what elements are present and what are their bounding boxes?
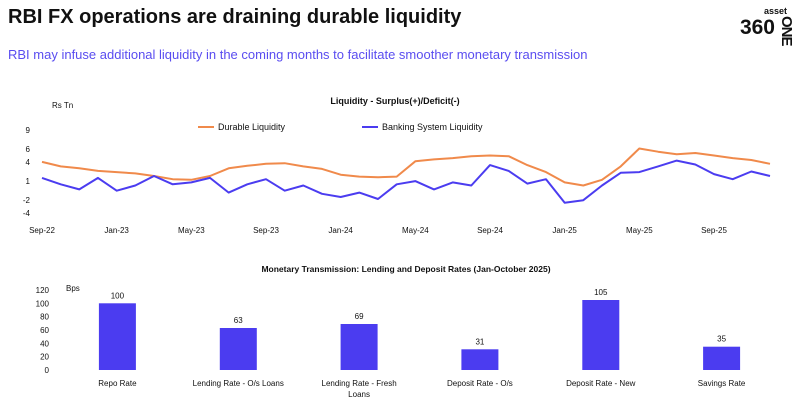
line-y-tick-label: 9 <box>26 126 31 135</box>
line-x-tick-label: Sep-22 <box>29 226 55 235</box>
logo-small-text: asset <box>763 6 787 16</box>
bar-value-label: 100 <box>111 291 125 300</box>
brand-logo: asset 360 ONE <box>735 6 795 66</box>
bar-value-label: 35 <box>717 335 726 344</box>
bar-y-tick-label: 60 <box>40 326 49 335</box>
bar-y-tick-label: 20 <box>40 353 49 362</box>
line-y-tick-label: 6 <box>26 145 31 154</box>
line-x-tick-label: Sep-23 <box>253 226 279 235</box>
line-chart-legend: Durable Liquidity Banking System Liquidi… <box>198 122 483 132</box>
bar-category-label: Lending Rate - O/s Loans <box>193 379 284 388</box>
line-y-tick-label: 1 <box>26 177 31 186</box>
bar-y-tick-label: 120 <box>36 286 50 295</box>
line-chart-title: Liquidity - Surplus(+)/Deficit(-) <box>330 96 459 106</box>
bar-value-label: 69 <box>355 312 364 321</box>
bar <box>582 300 620 370</box>
line-y-tick-label: -2 <box>23 196 31 205</box>
line-y-tick-label: -4 <box>23 209 31 218</box>
line-x-tick-label: Sep-25 <box>701 226 727 235</box>
bar-y-tick-label: 40 <box>40 339 49 348</box>
bar-category-label: Deposit Rate - O/s <box>447 379 513 388</box>
line-x-tick-label: May-24 <box>402 226 429 235</box>
legend-label-durable: Durable Liquidity <box>218 122 286 132</box>
bar-value-label: 105 <box>594 288 608 297</box>
bar <box>219 328 257 370</box>
line-x-tick-label: Jan-25 <box>552 226 577 235</box>
bar-value-label: 31 <box>475 337 484 346</box>
bar <box>703 346 741 370</box>
durable-liquidity-line <box>41 147 771 187</box>
bar-chart-ylabel: Bps <box>66 284 80 293</box>
line-x-tick-label: Jan-24 <box>328 226 353 235</box>
line-x-tick-label: May-25 <box>626 226 653 235</box>
line-x-tick-label: May-23 <box>178 226 205 235</box>
bar-y-tick-label: 100 <box>36 299 50 308</box>
bar-y-tick-label: 0 <box>45 366 50 375</box>
bar-category-label: Deposit Rate - New <box>566 379 636 388</box>
bar <box>98 303 136 370</box>
line-x-tick-label: Jan-23 <box>104 226 129 235</box>
page-title: RBI FX operations are draining durable l… <box>8 6 462 28</box>
bar-category-label: Savings Rate <box>698 379 746 388</box>
bar-value-label: 63 <box>234 316 243 325</box>
line-chart-ylabel: Rs Tn <box>52 101 73 110</box>
line-x-tick-label: Sep-24 <box>477 226 503 235</box>
bar-chart-title: Monetary Transmission: Lending and Depos… <box>261 264 550 274</box>
logo-big-text: 360 <box>739 16 775 39</box>
bar-category-label: Repo Rate <box>98 379 137 388</box>
page-subtitle: RBI may infuse additional liquidity in t… <box>8 47 588 62</box>
bar-y-tick-label: 80 <box>40 313 49 322</box>
bar-category-label: Lending Rate - Fresh Loans <box>322 379 397 399</box>
bar <box>340 324 378 370</box>
legend-label-banking: Banking System Liquidity <box>382 122 483 132</box>
bar <box>461 349 499 370</box>
logo-vertical-text: ONE <box>778 16 795 46</box>
banking-liquidity-line <box>41 159 771 204</box>
line-y-tick-label: 4 <box>26 158 31 167</box>
